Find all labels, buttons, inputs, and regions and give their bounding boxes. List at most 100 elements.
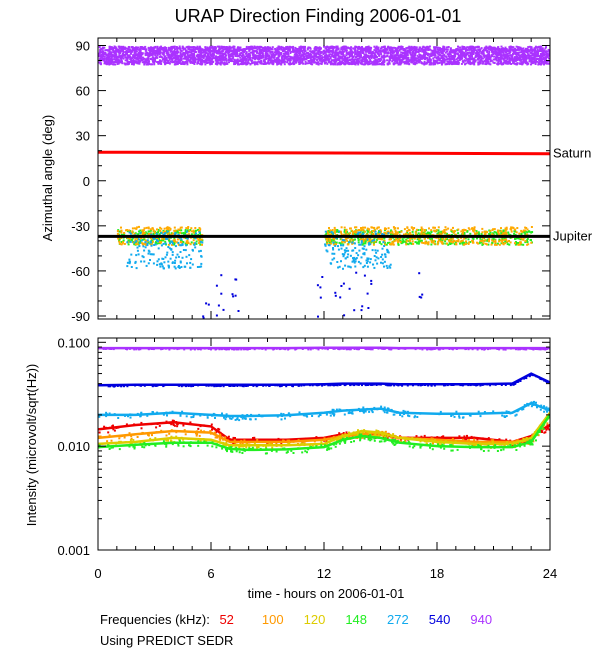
point xyxy=(361,47,364,50)
point xyxy=(354,61,357,64)
point xyxy=(199,63,202,66)
point xyxy=(326,232,328,235)
point xyxy=(113,56,116,59)
point xyxy=(106,57,109,60)
point xyxy=(522,55,525,58)
point xyxy=(192,47,195,50)
point xyxy=(342,48,345,51)
point xyxy=(458,50,461,53)
point xyxy=(523,49,526,52)
point xyxy=(156,61,159,63)
point xyxy=(421,62,423,65)
point xyxy=(531,231,534,233)
point xyxy=(315,49,317,52)
point xyxy=(503,57,506,60)
point xyxy=(110,62,113,65)
point xyxy=(527,48,530,51)
point xyxy=(536,53,539,56)
point xyxy=(261,53,264,56)
point xyxy=(230,55,232,58)
point xyxy=(516,48,519,51)
point xyxy=(275,51,278,54)
point xyxy=(498,53,501,56)
point xyxy=(469,63,472,66)
point xyxy=(349,54,352,57)
point xyxy=(410,60,413,63)
point xyxy=(228,45,231,48)
point xyxy=(415,60,418,63)
point xyxy=(538,62,541,65)
point xyxy=(476,237,478,240)
point xyxy=(434,60,437,63)
point xyxy=(430,54,433,57)
point xyxy=(545,46,547,49)
point xyxy=(225,46,228,48)
point xyxy=(524,62,527,65)
point xyxy=(445,48,448,51)
point xyxy=(470,55,473,58)
point xyxy=(356,49,359,52)
point xyxy=(157,242,160,245)
point xyxy=(282,55,285,58)
point xyxy=(340,61,343,64)
point xyxy=(271,48,274,51)
point xyxy=(393,54,396,57)
point xyxy=(156,56,159,59)
point xyxy=(158,51,161,54)
point xyxy=(403,49,406,52)
point xyxy=(446,48,449,51)
point xyxy=(466,230,469,233)
point xyxy=(427,52,429,55)
point xyxy=(107,55,110,58)
point xyxy=(489,60,492,63)
point xyxy=(308,55,311,58)
point xyxy=(338,241,341,244)
point xyxy=(411,53,414,56)
point xyxy=(444,51,447,54)
point xyxy=(296,55,299,58)
point xyxy=(433,61,436,64)
point xyxy=(324,59,327,62)
point xyxy=(515,45,518,48)
point xyxy=(482,61,485,64)
point xyxy=(147,59,150,62)
point xyxy=(276,63,279,65)
point xyxy=(365,59,368,62)
point xyxy=(175,57,178,60)
point xyxy=(514,48,517,51)
point xyxy=(473,49,476,52)
point xyxy=(527,50,530,53)
point xyxy=(163,59,166,62)
point xyxy=(477,49,480,51)
point xyxy=(536,60,539,63)
point xyxy=(278,55,281,57)
point xyxy=(216,50,219,53)
point xyxy=(174,48,176,51)
point xyxy=(496,63,499,66)
point xyxy=(486,46,489,49)
point xyxy=(132,63,135,66)
point xyxy=(208,58,211,61)
point xyxy=(128,61,131,64)
point xyxy=(536,46,539,49)
point xyxy=(192,61,195,64)
point xyxy=(514,59,517,62)
point xyxy=(173,53,176,55)
point xyxy=(202,51,205,53)
point xyxy=(418,240,420,243)
point xyxy=(393,55,396,58)
point xyxy=(480,57,483,59)
point xyxy=(150,50,153,52)
point xyxy=(436,48,439,51)
point xyxy=(480,52,483,55)
point xyxy=(434,53,437,56)
point xyxy=(152,48,155,51)
point xyxy=(255,50,258,52)
point xyxy=(300,55,303,58)
point xyxy=(393,46,395,49)
point xyxy=(165,62,167,64)
point xyxy=(163,46,165,49)
point xyxy=(373,45,376,48)
point xyxy=(112,48,114,51)
point xyxy=(293,56,296,59)
